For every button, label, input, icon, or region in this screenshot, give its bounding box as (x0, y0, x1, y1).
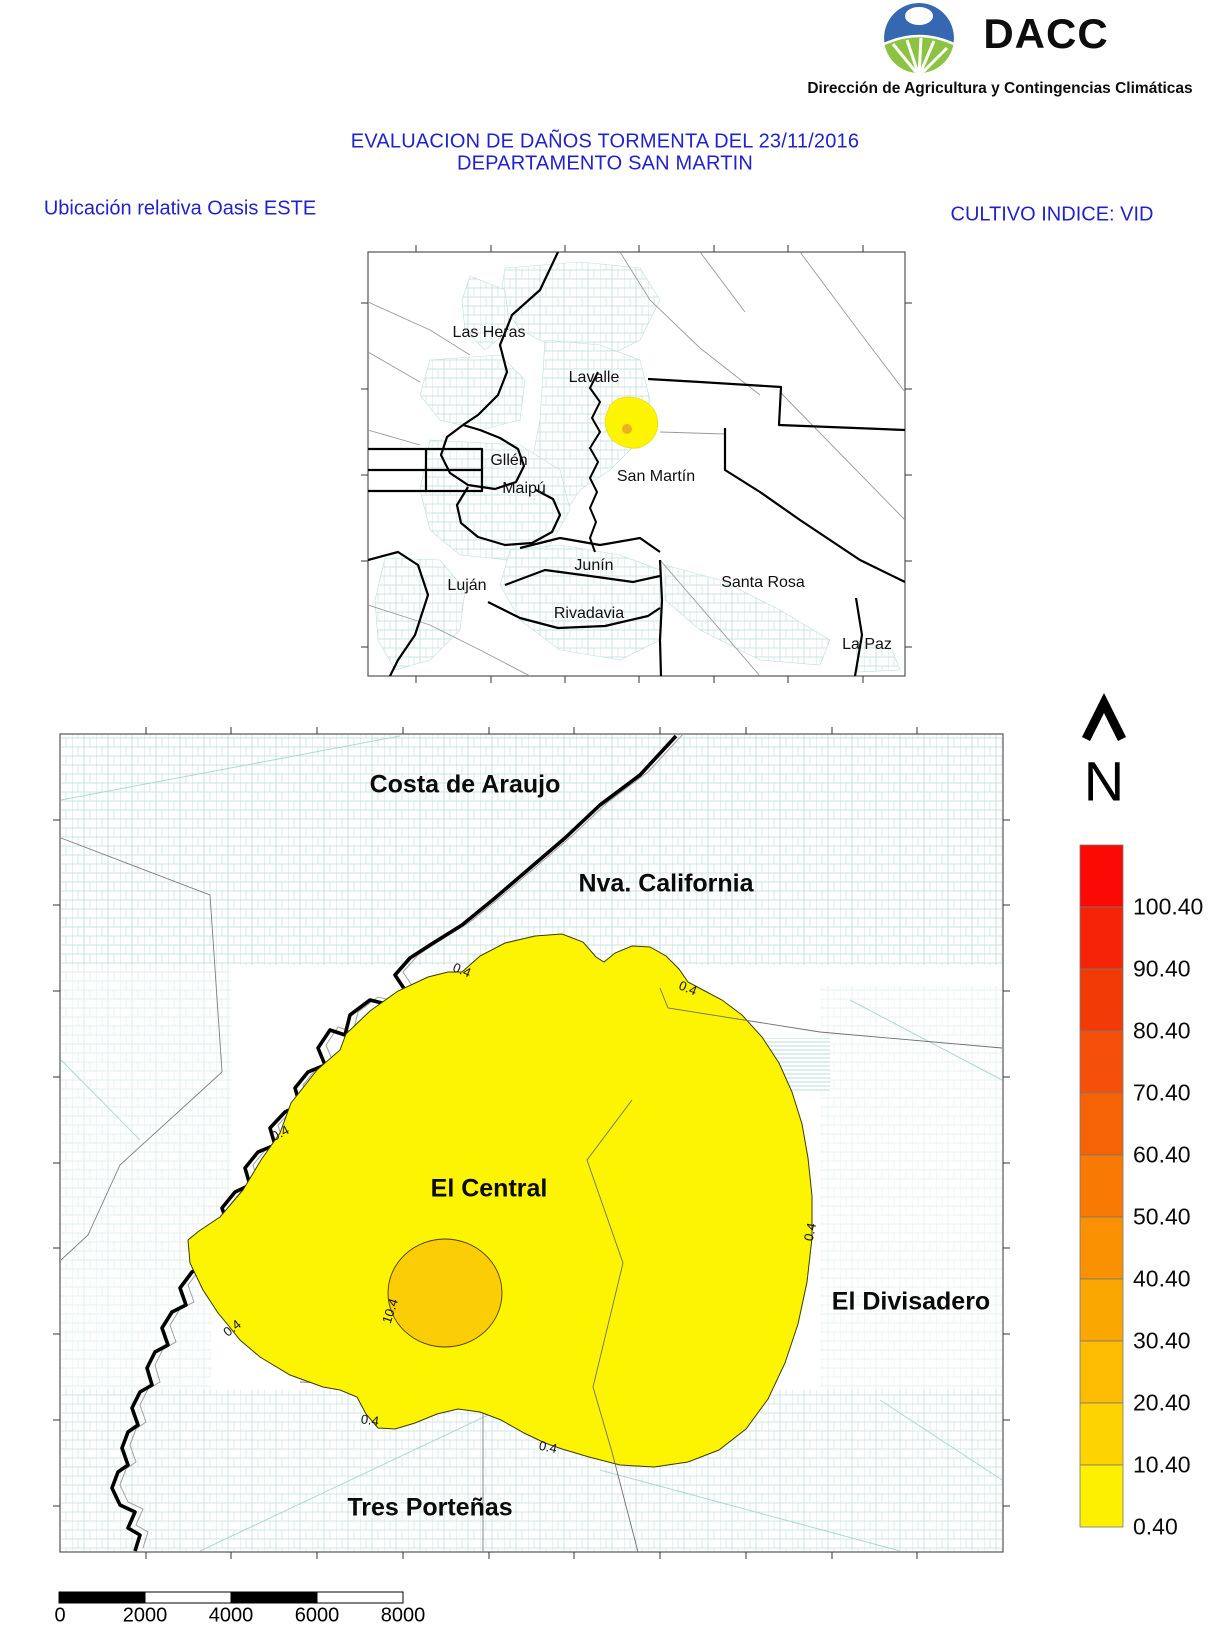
main-parcel-areas (61, 735, 1002, 1551)
scalebar-label: 2000 (122, 1604, 168, 1627)
legend-value: 30.40 (1133, 1327, 1191, 1354)
inset-label-junin: Junín (574, 557, 614, 574)
north-label: N (1083, 749, 1125, 813)
label-tres-portenas: Tres Porteñas (347, 1493, 513, 1522)
page-title-line2: DEPARTAMENTO SAN MARTIN (456, 152, 754, 175)
scalebar-label: 6000 (294, 1604, 340, 1627)
main-teal-roads (60, 735, 1003, 1552)
dacc-logo-icon (884, 3, 954, 73)
inset-label-la-paz: La Paz (842, 636, 892, 653)
legend-value: 70.40 (1133, 1079, 1191, 1106)
subtitle-left: Ubicación relativa Oasis ESTE (43, 197, 317, 220)
inset-department-boundaries (368, 252, 905, 676)
legend-cell (1079, 1154, 1124, 1218)
inset-map (361, 245, 912, 683)
legend-cell (1079, 1092, 1124, 1156)
inset-label-lujan: Luján (447, 577, 487, 594)
legend-value: 80.40 (1133, 1017, 1191, 1044)
scale-bar (58, 1591, 404, 1604)
north-arrow-icon (1081, 692, 1127, 742)
inset-label-lavalle: Lavalle (568, 369, 620, 386)
legend-cell (1079, 906, 1124, 970)
district-lines-over-damage (586, 987, 1003, 1552)
legend-cell (1079, 844, 1124, 908)
page-title-line1: EVALUACION DE DAÑOS TORMENTA DEL 23/11/2… (350, 130, 860, 153)
legend-cell (1079, 1340, 1124, 1404)
inset-label-san-martin: San Martín (616, 468, 696, 485)
inset-damage-core (622, 424, 632, 434)
logo-tagline: Dirección de Agricultura y Contingencias… (807, 80, 1193, 97)
legend-value: 50.40 (1133, 1203, 1191, 1230)
inset-parcel-areas (374, 261, 901, 673)
contour-label-0_4: 0.4 (360, 1411, 380, 1429)
legend-cell (1079, 1464, 1124, 1528)
inset-roads (368, 252, 905, 676)
legend-cell (1079, 1402, 1124, 1466)
label-el-divisadero: El Divisadero (831, 1287, 991, 1316)
inset-damage-area (604, 396, 659, 449)
damage-area-0_4 (187, 933, 813, 1468)
inset-label-rivadavia: Rivadavia (553, 605, 625, 622)
subtitle-right: CULTIVO INDICE: VID (950, 203, 1154, 226)
legend-value: 60.40 (1133, 1141, 1191, 1168)
legend-value: 0.40 (1133, 1513, 1178, 1540)
inset-label-gllen: Gllén (490, 452, 528, 469)
legend-colorbar (1079, 844, 1124, 1528)
legend-value: 20.40 (1133, 1389, 1191, 1416)
inset-label-las-heras: Las Heras (452, 324, 526, 341)
label-nva-california: Nva. California (578, 869, 754, 898)
legend-value: 90.40 (1133, 955, 1191, 982)
inset-river (588, 371, 602, 553)
river (110, 734, 678, 1552)
scalebar-label: 8000 (380, 1604, 426, 1627)
legend-cell (1079, 1030, 1124, 1094)
main-map (53, 727, 1010, 1559)
scalebar-label: 0 (54, 1604, 66, 1627)
legend-cell (1079, 1216, 1124, 1280)
label-costa-de-araujo: Costa de Araujo (369, 770, 561, 799)
scalebar-label: 4000 (208, 1604, 254, 1627)
legend-value: 10.40 (1133, 1451, 1191, 1478)
legend-cell (1079, 1278, 1124, 1342)
legend-value: 100.40 (1133, 893, 1204, 920)
damage-core-10_4 (387, 1238, 503, 1348)
inset-label-maipu: Maipú (502, 480, 546, 497)
main-map-ticks (53, 727, 1010, 1559)
logo-text: DACC (983, 10, 1109, 57)
legend-cell (1079, 968, 1124, 1032)
legend-value: 40.40 (1133, 1265, 1191, 1292)
inset-label-santa-rosa: Santa Rosa (721, 574, 805, 591)
label-el-central: El Central (430, 1174, 548, 1203)
